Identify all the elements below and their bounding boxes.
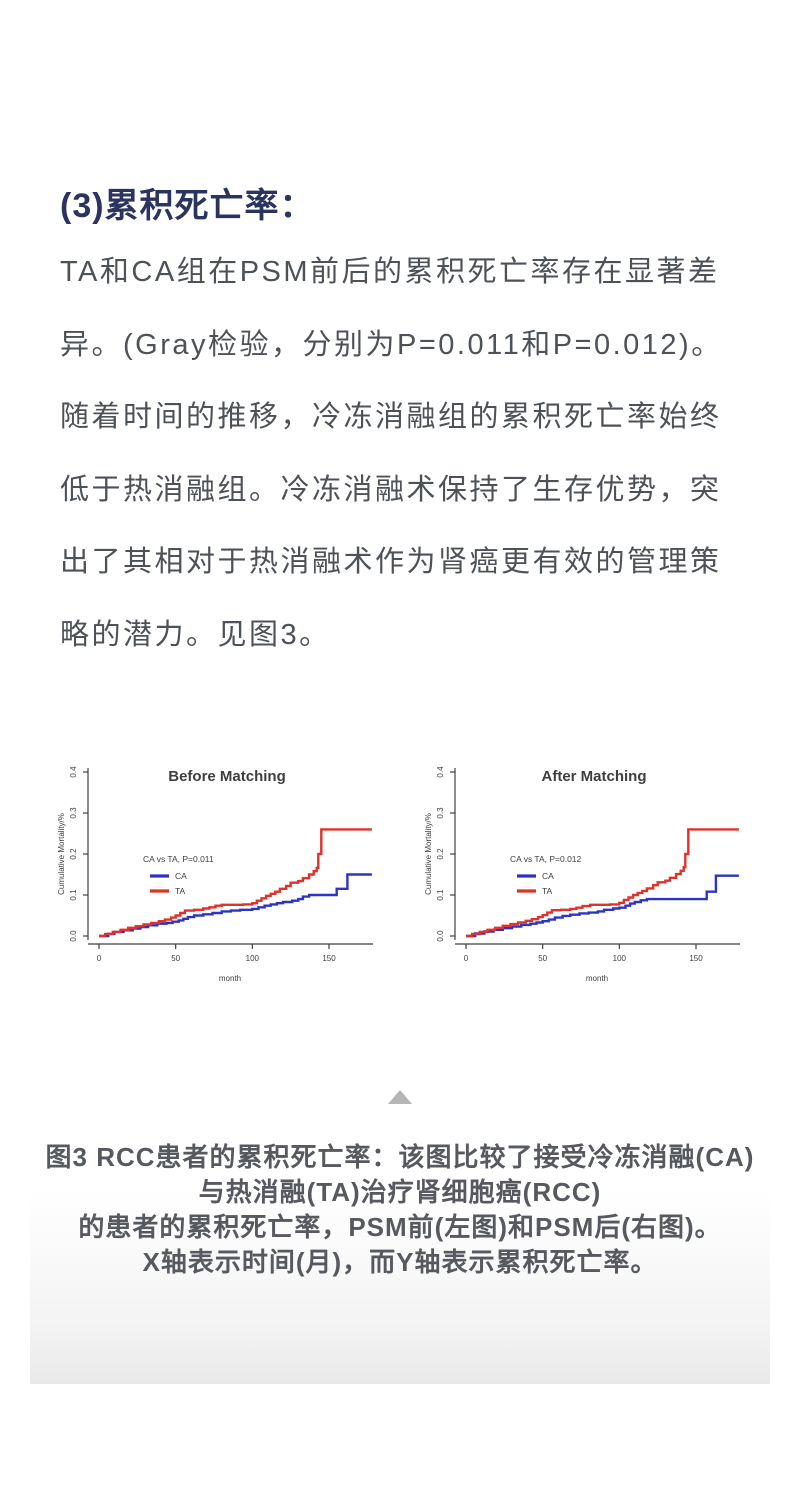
svg-text:Cumulative Mortality/%: Cumulative Mortality/%: [424, 813, 433, 895]
svg-text:Cumulative Mortality/%: Cumulative Mortality/%: [57, 813, 66, 895]
svg-text:0.4: 0.4: [436, 766, 445, 778]
caption-line: 图3 RCC患者的累积死亡率：该图比较了接受冷冻消融(CA): [45, 1142, 755, 1172]
svg-text:CA: CA: [175, 871, 187, 881]
svg-text:month: month: [219, 974, 241, 983]
content-card: (3)累积死亡率： TA和CA组在PSM前后的累积死亡率存在显著差异。(Gray…: [30, 0, 770, 1384]
figure-caption: 图3 RCC患者的累积死亡率：该图比较了接受冷冻消融(CA) 与热消融(TA)治…: [30, 1140, 770, 1280]
svg-text:0.2: 0.2: [69, 848, 78, 860]
caption-line: 与热消融(TA)治疗肾细胞癌(RCC): [198, 1177, 602, 1207]
collapse-up-arrow-icon: [388, 1090, 412, 1104]
svg-text:0.2: 0.2: [436, 848, 445, 860]
svg-text:0: 0: [464, 954, 469, 963]
svg-text:Before Matching: Before Matching: [168, 768, 286, 785]
section-heading: (3)累积死亡率：: [60, 187, 315, 226]
svg-text:month: month: [586, 974, 608, 983]
collapse-control[interactable]: [30, 1086, 770, 1104]
svg-text:0.0: 0.0: [436, 930, 445, 942]
svg-text:After Matching: After Matching: [542, 768, 647, 785]
svg-text:150: 150: [689, 954, 703, 963]
svg-text:0: 0: [97, 954, 102, 963]
svg-text:CA vs TA, P=0.012: CA vs TA, P=0.012: [510, 854, 582, 864]
chart-after-matching: 0.0 0.1 0.2 0.3 0.4 Cumulative Mortality/% 0 50…: [424, 766, 740, 983]
svg-text:TA: TA: [542, 886, 553, 896]
svg-text:100: 100: [613, 954, 627, 963]
body-paragraph: TA和CA组在PSM前后的累积死亡率存在显著差异。(Gray检验，分别为P=0.…: [60, 256, 723, 651]
svg-text:CA vs TA, P=0.011: CA vs TA, P=0.011: [143, 854, 214, 864]
svg-text:0.1: 0.1: [69, 889, 78, 901]
svg-text:0.4: 0.4: [69, 766, 78, 778]
svg-text:50: 50: [538, 954, 547, 963]
svg-text:100: 100: [246, 954, 260, 963]
svg-text:CA: CA: [542, 871, 554, 881]
chart-before-matching: 0.0 0.1 0.2 0.3 0.4 Cumulative Mortality/% 0 50…: [57, 766, 373, 983]
svg-text:50: 50: [171, 954, 180, 963]
caption-line: X轴表示时间(月)，而Y轴表示累积死亡率。: [142, 1247, 658, 1277]
svg-text:0.0: 0.0: [69, 930, 78, 942]
svg-text:150: 150: [322, 954, 336, 963]
caption-line: 的患者的累积死亡率，PSM前(左图)和PSM后(右图)。: [78, 1212, 722, 1242]
svg-text:0.3: 0.3: [69, 807, 78, 819]
figure-3: 0.0 0.1 0.2 0.3 0.4 Cumulative Mortality/% 0 50…: [55, 748, 767, 998]
svg-text:0.1: 0.1: [436, 889, 445, 901]
svg-text:TA: TA: [175, 886, 186, 896]
svg-text:0.3: 0.3: [436, 807, 445, 819]
